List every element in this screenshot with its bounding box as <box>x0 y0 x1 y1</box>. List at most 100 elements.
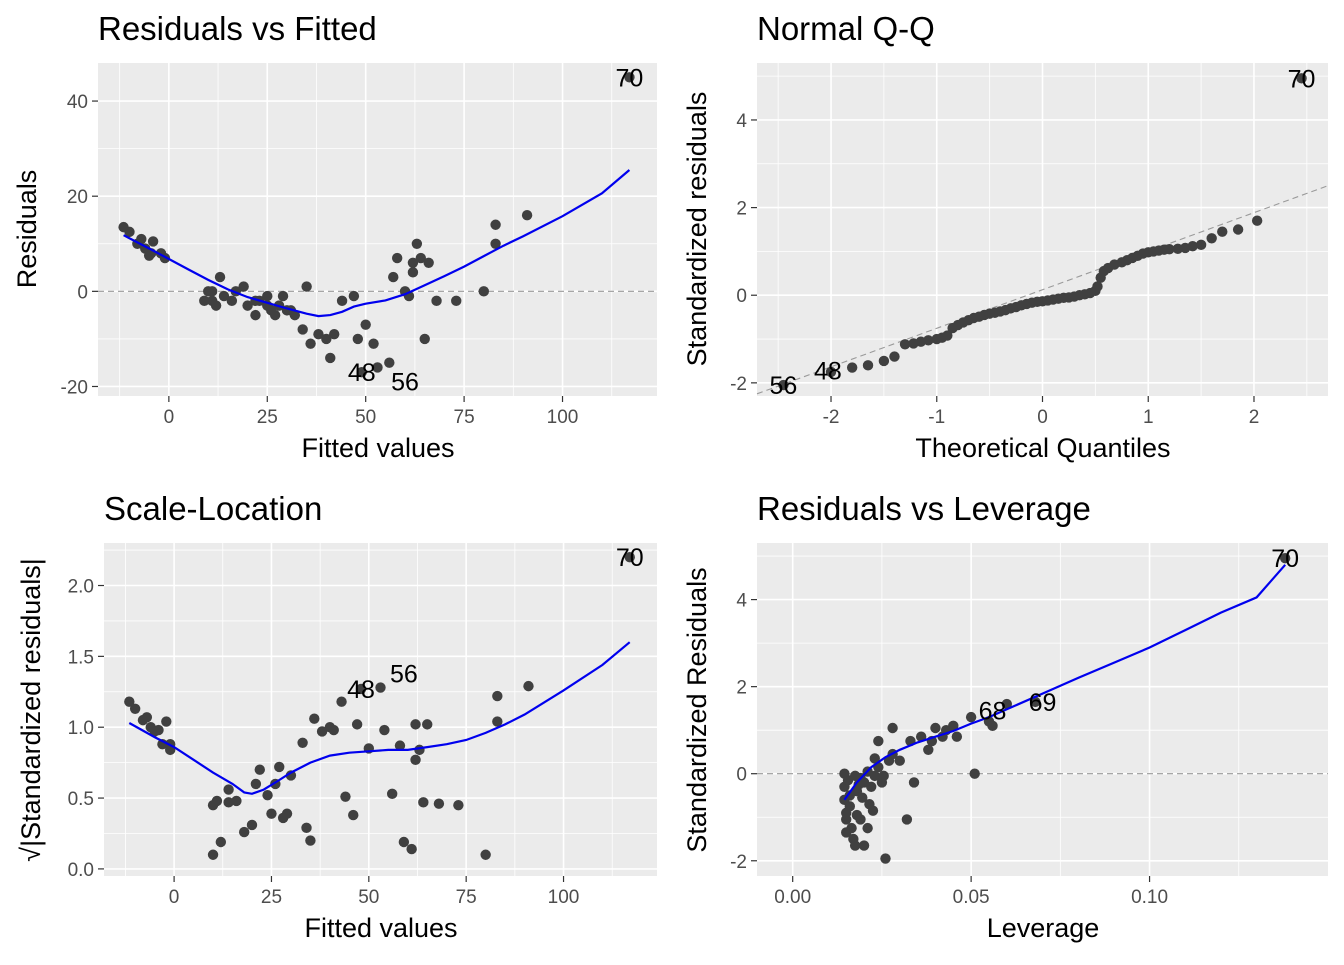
data-point <box>948 720 959 732</box>
y-axis-title: Residuals <box>12 170 42 289</box>
data-point <box>901 814 913 825</box>
y-tick-label: 2.0 <box>68 577 94 598</box>
data-point <box>242 300 253 311</box>
data-point <box>211 795 223 807</box>
x-tick-label: 0 <box>164 407 175 428</box>
data-point <box>422 719 433 730</box>
data-point <box>846 822 857 834</box>
data-point <box>328 724 339 736</box>
data-point <box>862 360 874 371</box>
point-label: 70 <box>616 544 644 572</box>
data-point <box>1232 224 1244 235</box>
y-tick-label: -2 <box>730 374 747 395</box>
x-tick-label: 0 <box>169 887 180 908</box>
data-point <box>414 744 425 756</box>
data-point <box>846 362 858 373</box>
data-point <box>223 797 234 808</box>
panel-background <box>104 543 657 876</box>
data-point <box>951 731 963 742</box>
point-label: 48 <box>348 359 376 387</box>
data-point <box>866 781 877 792</box>
data-point <box>250 778 262 790</box>
data-point <box>423 257 434 268</box>
data-point <box>969 768 980 779</box>
data-point <box>778 379 789 391</box>
data-point <box>942 330 953 341</box>
data-point <box>1296 73 1307 84</box>
residuals-vs-fitted-panel: Residuals vs Fitted Fitted values Residu… <box>12 10 657 463</box>
data-point <box>841 814 852 825</box>
smooth-line <box>123 169 631 318</box>
data-point <box>360 319 371 330</box>
data-point <box>862 822 873 834</box>
data-point <box>1279 553 1291 564</box>
data-point <box>231 795 242 807</box>
plot-area: 70 68 69 <box>757 543 1328 876</box>
data-point <box>624 72 635 83</box>
data-point <box>406 843 417 855</box>
y-tick-label: 2 <box>736 678 747 699</box>
data-point <box>433 798 445 809</box>
data-point <box>1195 239 1207 251</box>
data-point <box>199 295 210 307</box>
data-point <box>398 836 410 848</box>
data-point <box>328 328 340 340</box>
data-point <box>867 805 879 816</box>
data-point <box>375 682 386 693</box>
data-point <box>431 295 442 307</box>
x-tick-label: 25 <box>257 407 278 428</box>
x-axis-title: Theoretical Quantiles <box>915 433 1170 463</box>
data-point <box>1164 244 1175 255</box>
data-point <box>246 819 258 831</box>
data-point <box>262 290 273 302</box>
x-tick-label: 100 <box>548 887 580 908</box>
data-point <box>215 836 227 848</box>
data-point <box>844 801 855 812</box>
y-tick-label: 20 <box>67 187 88 208</box>
data-point <box>321 333 332 345</box>
smooth-line <box>843 564 1287 801</box>
data-point <box>887 722 898 734</box>
data-point <box>407 257 419 268</box>
x-tick-label: 50 <box>355 407 376 428</box>
data-point <box>351 719 363 730</box>
data-point <box>238 281 249 292</box>
data-point <box>478 286 489 297</box>
y-tick-label: 0 <box>736 286 747 307</box>
data-point <box>411 238 423 249</box>
data-point <box>523 680 534 692</box>
data-point <box>858 840 870 851</box>
x-tick-label: 100 <box>547 407 579 428</box>
data-point <box>1187 240 1198 252</box>
data-point <box>285 770 297 781</box>
data-point <box>313 328 324 340</box>
x-tick-label: 2 <box>1249 407 1260 428</box>
data-point <box>889 351 900 362</box>
data-point <box>301 822 312 834</box>
y-tick-label: 2 <box>736 199 747 220</box>
data-point <box>490 238 501 249</box>
data-point <box>250 309 261 321</box>
data-point <box>254 764 265 775</box>
data-point <box>269 309 281 321</box>
data-point <box>869 753 880 764</box>
x-tick-label: 0 <box>1037 407 1048 428</box>
y-tick-label: 1.5 <box>68 647 94 668</box>
y-tick-label: 4 <box>736 111 747 132</box>
data-point <box>987 720 998 732</box>
data-point <box>1092 281 1103 292</box>
data-point <box>418 797 429 808</box>
data-point <box>266 808 277 819</box>
residuals-vs-leverage-panel: Residuals vs Leverage Leverage Standardi… <box>682 490 1328 943</box>
data-point <box>356 367 367 378</box>
x-tick-label: 25 <box>261 887 282 908</box>
data-point <box>1001 698 1013 710</box>
data-point <box>226 295 238 307</box>
y-tick-label: 1.0 <box>68 718 94 739</box>
data-point <box>869 770 880 782</box>
data-point <box>386 788 398 800</box>
y-tick-label: 4 <box>736 591 747 612</box>
data-point <box>129 703 141 714</box>
data-point <box>262 790 273 801</box>
data-point <box>355 683 367 695</box>
